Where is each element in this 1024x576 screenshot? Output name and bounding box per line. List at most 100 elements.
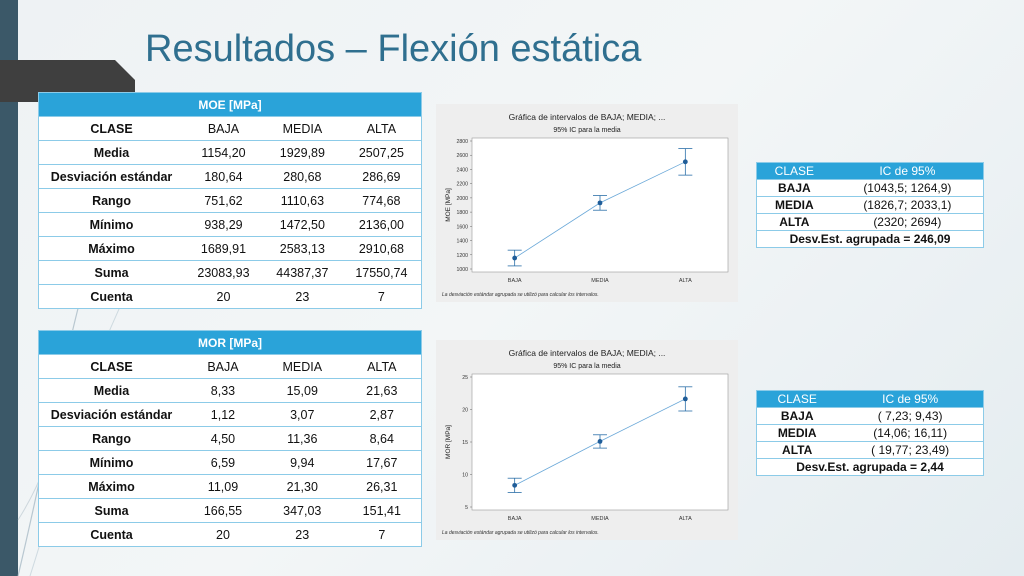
ci-row: ALTA (2320; 2694) xyxy=(756,213,984,231)
table-cell: 1472,50 xyxy=(262,212,342,237)
table-cell: 280,68 xyxy=(262,164,342,189)
moe-stats-table: MOE [MPa] CLASE BAJA MEDIA ALTA Media 1154,20 1… xyxy=(38,92,422,309)
table-cell: 8,64 xyxy=(342,426,422,451)
table-cell: 15,09 xyxy=(261,378,343,403)
column-header: MEDIA xyxy=(262,116,342,141)
table-cell: 2583,13 xyxy=(262,236,342,261)
column-header: ALTA xyxy=(342,354,422,379)
interval-plot-svg: Gráfica de intervalos de BAJA; MEDIA; ..… xyxy=(442,348,729,536)
x-tick-label: BAJA xyxy=(508,278,522,284)
chart-note: La desviación estándar agrupada se utili… xyxy=(442,530,599,536)
table-row: Cuenta 20 23 7 xyxy=(38,522,422,547)
row-label: Desviación estándar xyxy=(38,164,185,189)
ci-interval: (1826,7; 2033,1) xyxy=(831,196,984,214)
row-label: Mínimo xyxy=(38,450,185,475)
chart-title: Gráfica de intervalos de BAJA; MEDIA; ..… xyxy=(509,348,666,358)
table-cell: 7 xyxy=(342,522,422,547)
x-tick-label: BAJA xyxy=(508,516,522,522)
y-axis-label: MOE [MPa] xyxy=(445,188,452,222)
table-cell: 17,67 xyxy=(342,450,422,475)
ci-row: BAJA( 7,23; 9,43) xyxy=(756,407,984,425)
y-tick-label: 2200 xyxy=(456,182,468,188)
row-label: Cuenta xyxy=(38,284,185,309)
y-tick-label: 2600 xyxy=(456,153,468,159)
x-tick-label: MEDIA xyxy=(591,516,609,522)
table-cell: 11,36 xyxy=(261,426,343,451)
y-tick-label: 1000 xyxy=(456,267,468,273)
ci-interval: (1043,5; 1264,9) xyxy=(831,179,984,197)
y-tick-label: 1400 xyxy=(456,239,468,245)
mean-point xyxy=(597,439,603,444)
table-cell: 21,30 xyxy=(261,474,343,499)
y-tick-label: 5 xyxy=(465,505,468,511)
table-cell: 4,50 xyxy=(184,426,262,451)
row-label: Máximo xyxy=(38,474,185,499)
ci-row: ALTA( 19,77; 23,49) xyxy=(756,441,984,459)
row-label: Desviación estándar xyxy=(38,402,185,427)
x-tick-label: MEDIA xyxy=(591,278,609,284)
y-tick-label: 2000 xyxy=(456,196,468,202)
table-header: MOE [MPa] xyxy=(38,92,422,117)
column-header: BAJA xyxy=(184,116,263,141)
y-tick-label: 2400 xyxy=(456,167,468,173)
y-tick-label: 25 xyxy=(462,375,468,381)
ci-class: ALTA xyxy=(756,213,832,231)
row-label: Cuenta xyxy=(38,522,185,547)
table-row: Media 1154,20 1929,89 2507,25 xyxy=(38,140,422,165)
ci-header-ic: IC de 95% xyxy=(837,390,984,408)
table-header: MOR [MPa] xyxy=(38,330,422,355)
table-row: Rango 4,50 11,36 8,64 xyxy=(38,426,422,451)
ci-class: ALTA xyxy=(756,441,838,459)
ci-header-clase: CLASE xyxy=(756,390,838,408)
table-cell: 17550,74 xyxy=(341,260,422,285)
mor-interval-chart: Gráfica de intervalos de BAJA; MEDIA; ..… xyxy=(436,340,738,540)
table-cell: 26,31 xyxy=(342,474,422,499)
ci-interval: ( 7,23; 9,43) xyxy=(837,407,984,425)
table-cell: 1110,63 xyxy=(262,188,342,213)
y-tick-label: 20 xyxy=(462,408,468,414)
y-tick-label: 1200 xyxy=(456,253,468,259)
table-cell: 286,69 xyxy=(341,164,422,189)
table-row: Suma 23083,93 44387,37 17550,74 xyxy=(38,260,422,285)
table-row: Cuenta 20 23 7 xyxy=(38,284,422,309)
row-label: Suma xyxy=(38,498,185,523)
moe-interval-chart: Gráfica de intervalos de BAJA; MEDIA; ..… xyxy=(436,104,738,302)
chart-subtitle: 95% IC para la media xyxy=(553,127,620,134)
table-cell: 1929,89 xyxy=(262,140,342,165)
table-row: Suma 166,55 347,03 151,41 xyxy=(38,498,422,523)
ci-row: BAJA (1043,5; 1264,9) xyxy=(756,179,984,197)
ci-class: MEDIA xyxy=(756,424,838,442)
column-header: CLASE xyxy=(38,354,185,379)
y-tick-label: 2800 xyxy=(456,139,468,145)
table-cell: 1689,91 xyxy=(184,236,263,261)
table-cell: 6,59 xyxy=(184,450,262,475)
mean-point xyxy=(512,255,518,261)
table-cell: 2910,68 xyxy=(341,236,422,261)
ci-header-clase: CLASE xyxy=(756,162,832,180)
table-cell: 180,64 xyxy=(184,164,263,189)
ci-class: MEDIA xyxy=(756,196,832,214)
page-title: Resultados – Flexión estática xyxy=(145,28,642,70)
table-cell: 21,63 xyxy=(342,378,422,403)
table-row: Desviación estándar 1,12 3,07 2,87 xyxy=(38,402,422,427)
table-cell: 8,33 xyxy=(184,378,262,403)
table-row: Máximo 11,09 21,30 26,31 xyxy=(38,474,422,499)
table-cell: 938,29 xyxy=(184,212,263,237)
ci-header-ic: IC de 95% xyxy=(831,162,984,180)
ci-row: MEDIA (1826,7; 2033,1) xyxy=(756,196,984,214)
y-tick-label: 15 xyxy=(462,440,468,446)
table-row: Media 8,33 15,09 21,63 xyxy=(38,378,422,403)
row-label: Media xyxy=(38,140,185,165)
chart-title: Gráfica de intervalos de BAJA; MEDIA; ..… xyxy=(509,112,666,122)
table-cell: 1,12 xyxy=(184,402,262,427)
column-header: ALTA xyxy=(341,116,422,141)
chart-note: La desviación estándar agrupada se utili… xyxy=(442,292,599,298)
mor-stats-table: MOR [MPa] CLASE BAJA MEDIA ALTA Media 8,33 15,0… xyxy=(38,330,422,547)
table-row: Rango 751,62 1110,63 774,68 xyxy=(38,188,422,213)
row-label: Suma xyxy=(38,260,185,285)
table-row: Mínimo 6,59 9,94 17,67 xyxy=(38,450,422,475)
x-tick-label: ALTA xyxy=(679,278,692,284)
table-cell: 9,94 xyxy=(261,450,343,475)
interval-plot-svg: Gráfica de intervalos de BAJA; MEDIA; ..… xyxy=(442,112,729,298)
mean-point xyxy=(682,159,688,165)
